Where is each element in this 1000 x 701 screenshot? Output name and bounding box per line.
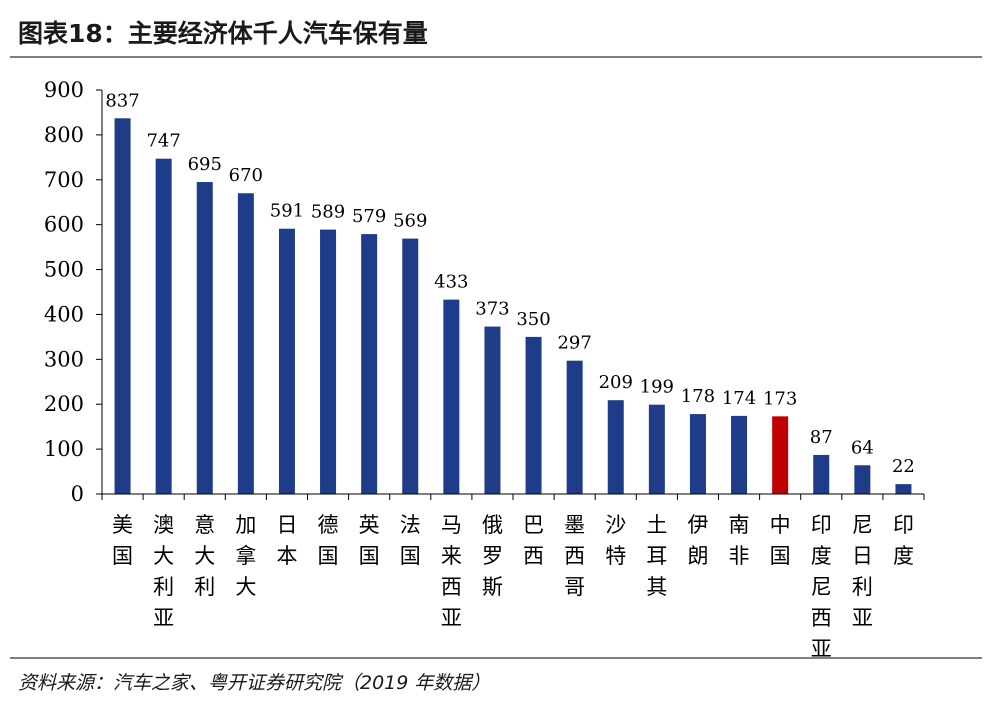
y-tick-label: 500 <box>44 258 84 282</box>
data-label: 173 <box>763 388 797 409</box>
y-tick-label: 900 <box>44 78 84 102</box>
data-label: 87 <box>810 427 833 448</box>
data-label: 670 <box>229 165 263 186</box>
bar <box>731 415 748 494</box>
bar <box>443 299 460 494</box>
category-label: 日本 <box>276 513 297 568</box>
data-label: 589 <box>311 202 345 223</box>
bar <box>854 465 871 494</box>
data-label: 373 <box>475 299 509 320</box>
category-label: 南非 <box>729 513 750 568</box>
bar <box>196 182 213 494</box>
category-label: 澳大利亚 <box>153 513 174 630</box>
bar <box>607 400 624 494</box>
y-tick-label: 300 <box>44 347 84 371</box>
data-label: 22 <box>892 456 915 477</box>
bar <box>895 484 912 494</box>
bars: 837 747 695 670 591 589 579 569 433 373 350 297 209 1… <box>105 90 915 495</box>
data-label: 174 <box>722 388 756 409</box>
category-label: 墨西哥 <box>564 513 585 599</box>
bar <box>155 158 172 494</box>
x-axis: 美国澳大利亚意大利加拿大日本德国英国法国马来西亚俄罗斯巴西墨西哥沙特土耳其伊朗南… <box>101 493 925 661</box>
data-label: 297 <box>557 333 591 354</box>
chart-title: 图表18：主要经济体千人汽车保有量 <box>18 19 428 48</box>
data-label: 209 <box>599 372 633 393</box>
bar <box>361 234 378 495</box>
category-label: 伊朗 <box>687 513 708 568</box>
y-axis: 0 100 200 300 400 500 600 700 800 900 <box>44 78 103 506</box>
category-label: 尼日利亚 <box>852 513 873 630</box>
category-label: 美国 <box>112 513 133 568</box>
category-label: 巴西 <box>523 513 544 568</box>
bar <box>689 414 706 494</box>
y-tick-label: 200 <box>44 392 84 416</box>
data-label: 433 <box>434 272 468 293</box>
data-label: 178 <box>681 386 715 407</box>
source-note: 资料来源：汽车之家、粤开证券研究院（2019 年数据） <box>18 672 491 694</box>
bar <box>237 193 254 494</box>
category-label: 印度尼西亚 <box>811 513 832 661</box>
category-label: 马来西亚 <box>441 513 462 630</box>
category-label: 德国 <box>318 513 339 568</box>
bottom-divider <box>10 657 982 659</box>
bar <box>484 326 501 494</box>
bar <box>320 229 337 495</box>
y-tick-label: 0 <box>71 482 84 506</box>
bar <box>566 360 583 494</box>
bar <box>114 118 131 494</box>
data-label: 591 <box>270 201 304 222</box>
data-label: 747 <box>146 131 180 152</box>
top-divider <box>10 56 982 58</box>
data-label: 695 <box>188 154 222 175</box>
category-label: 意大利 <box>194 513 215 599</box>
category-label: 英国 <box>359 513 380 568</box>
bar <box>525 336 542 494</box>
data-label: 350 <box>516 309 550 330</box>
data-label: 199 <box>640 377 674 398</box>
category-label: 俄罗斯 <box>482 513 503 599</box>
bar <box>278 228 295 494</box>
y-tick-label: 400 <box>44 302 84 326</box>
y-tick-label: 700 <box>44 168 84 192</box>
category-label: 土耳其 <box>646 513 667 599</box>
category-label: 中国 <box>770 513 791 568</box>
y-tick-label: 800 <box>44 123 84 147</box>
bar <box>813 454 830 494</box>
bar <box>648 404 665 494</box>
category-label: 法国 <box>400 513 421 568</box>
category-label: 加拿大 <box>235 513 256 599</box>
data-label: 569 <box>393 211 427 232</box>
category-label: 印度 <box>893 513 914 568</box>
data-label: 837 <box>105 90 139 111</box>
y-tick-label: 100 <box>44 437 84 461</box>
bar <box>772 416 789 494</box>
bar <box>402 238 419 494</box>
data-label: 64 <box>851 437 874 458</box>
category-label: 沙特 <box>605 513 626 568</box>
y-tick-label: 600 <box>44 213 84 237</box>
data-label: 579 <box>352 206 386 227</box>
